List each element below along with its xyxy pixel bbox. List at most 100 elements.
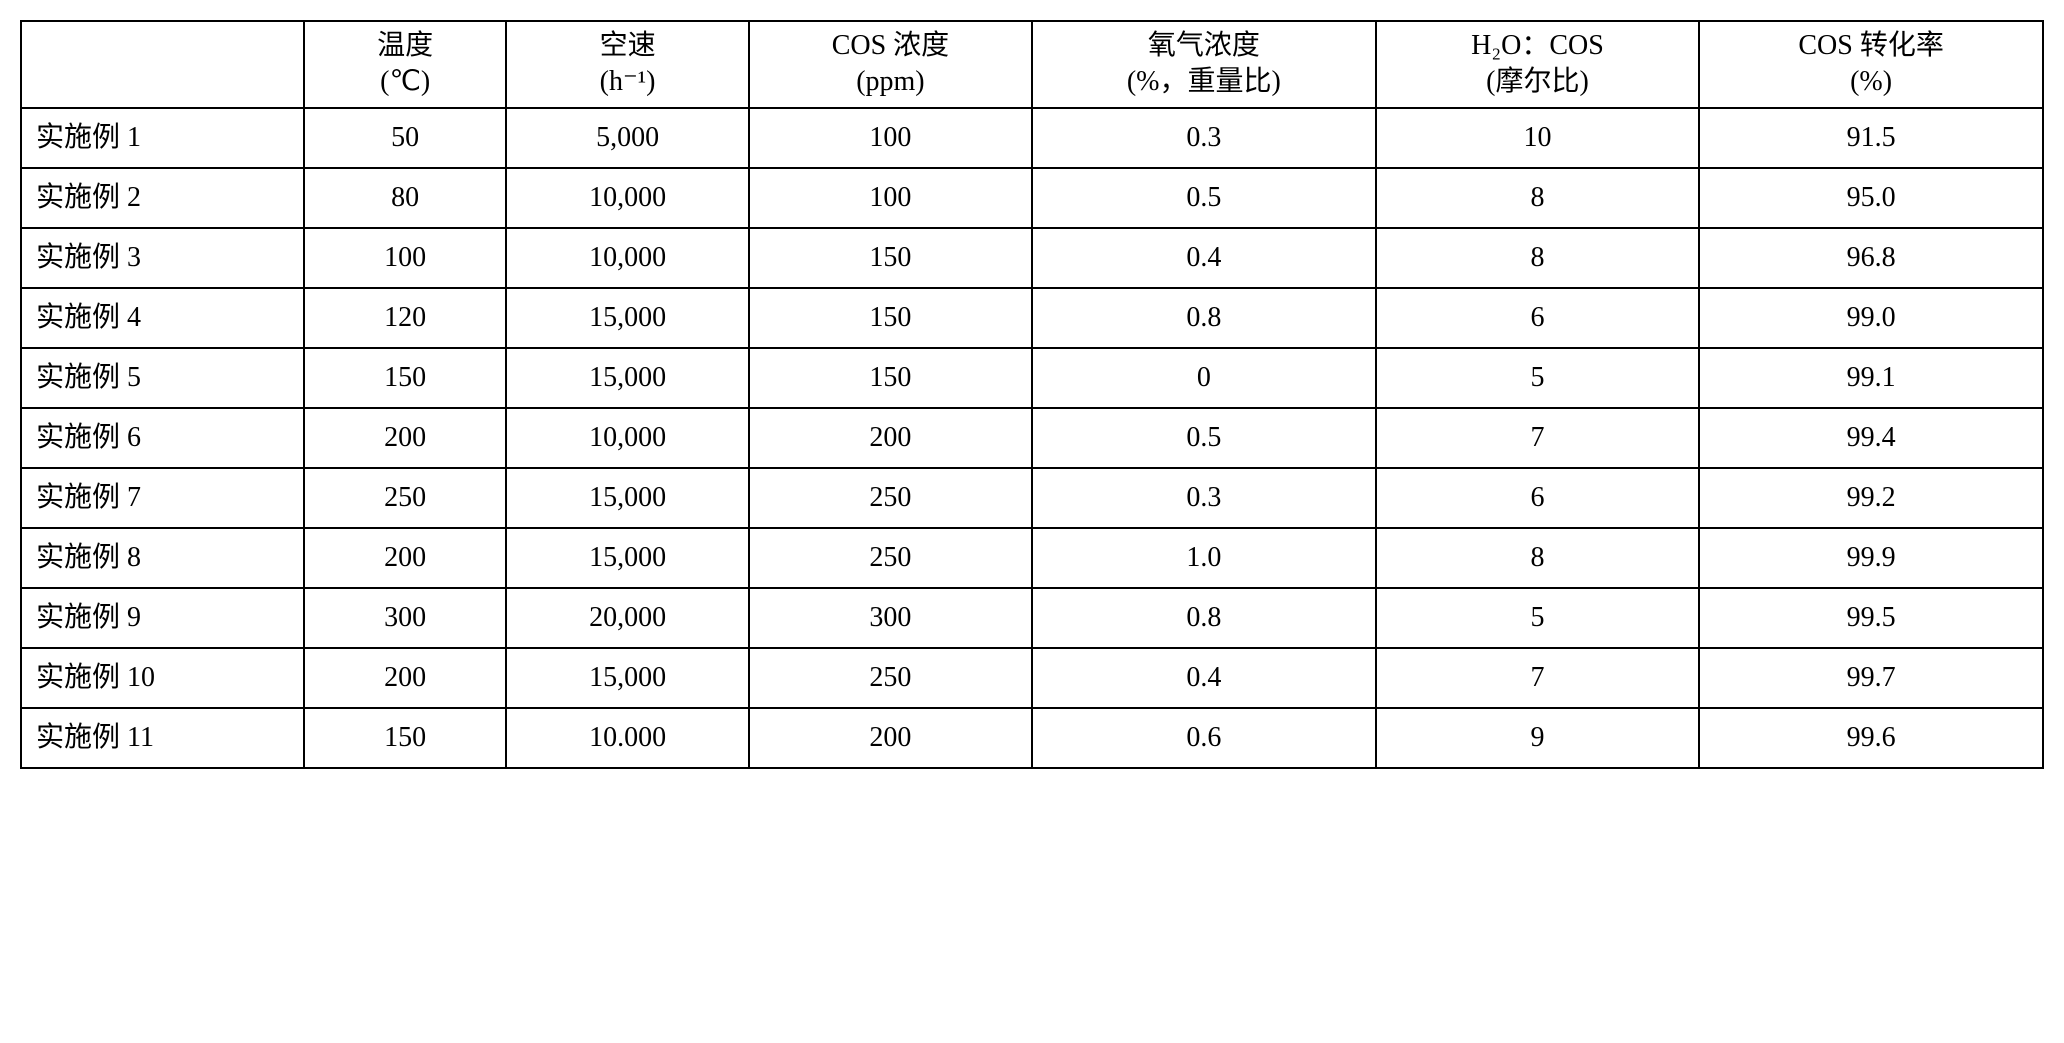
header-cos-conv: COS 转化率 (%) bbox=[1699, 21, 2043, 108]
data-table: 温度 (℃) 空速 (h⁻¹) COS 浓度 (ppm) 氧气浓度 (%，重量比… bbox=[20, 20, 2044, 769]
header-cos-ppm-line1: COS 浓度 bbox=[832, 30, 949, 61]
data-cell: 100 bbox=[304, 228, 506, 288]
table-row: 实施例 1020015,0002500.4799.7 bbox=[21, 648, 2043, 708]
data-cell: 95.0 bbox=[1699, 168, 2043, 228]
row-label-cell: 实施例 9 bbox=[21, 588, 304, 648]
header-cos-conv-line1: COS 转化率 bbox=[1798, 30, 1943, 61]
row-label-cell: 实施例 7 bbox=[21, 468, 304, 528]
data-cell: 250 bbox=[304, 468, 506, 528]
header-h2o-cos: H₂O：COS (摩尔比) bbox=[1376, 21, 1700, 108]
header-row: 温度 (℃) 空速 (h⁻¹) COS 浓度 (ppm) 氧气浓度 (%，重量比… bbox=[21, 21, 2043, 108]
table-row: 实施例 412015,0001500.8699.0 bbox=[21, 288, 2043, 348]
data-cell: 10 bbox=[1376, 108, 1700, 168]
data-cell: 0.4 bbox=[1032, 228, 1376, 288]
data-cell: 150 bbox=[749, 228, 1032, 288]
data-cell: 96.8 bbox=[1699, 228, 2043, 288]
table-row: 实施例 1115010.0002000.6999.6 bbox=[21, 708, 2043, 768]
table-row: 实施例 1505,0001000.31091.5 bbox=[21, 108, 2043, 168]
data-cell: 20,000 bbox=[506, 588, 749, 648]
data-cell: 0.8 bbox=[1032, 588, 1376, 648]
row-label-cell: 实施例 10 bbox=[21, 648, 304, 708]
data-cell: 8 bbox=[1376, 168, 1700, 228]
data-cell: 200 bbox=[304, 648, 506, 708]
data-cell: 15,000 bbox=[506, 528, 749, 588]
data-cell: 6 bbox=[1376, 468, 1700, 528]
header-cos-ppm-line2: (ppm) bbox=[856, 66, 924, 97]
header-o2-line2: (%，重量比) bbox=[1127, 66, 1281, 97]
data-cell: 15,000 bbox=[506, 288, 749, 348]
header-h2o-cos-line2: (摩尔比) bbox=[1486, 66, 1589, 97]
data-cell: 7 bbox=[1376, 648, 1700, 708]
table-row: 实施例 28010,0001000.5895.0 bbox=[21, 168, 2043, 228]
row-label-cell: 实施例 6 bbox=[21, 408, 304, 468]
data-cell: 0.8 bbox=[1032, 288, 1376, 348]
data-cell: 150 bbox=[304, 348, 506, 408]
data-cell: 200 bbox=[749, 408, 1032, 468]
table-body: 实施例 1505,0001000.31091.5实施例 28010,000100… bbox=[21, 108, 2043, 768]
data-cell: 200 bbox=[304, 528, 506, 588]
header-o2-line1: 氧气浓度 bbox=[1148, 30, 1260, 61]
data-cell: 0 bbox=[1032, 348, 1376, 408]
data-cell: 250 bbox=[749, 528, 1032, 588]
row-label-cell: 实施例 8 bbox=[21, 528, 304, 588]
data-cell: 99.0 bbox=[1699, 288, 2043, 348]
data-cell: 120 bbox=[304, 288, 506, 348]
data-cell: 150 bbox=[749, 288, 1032, 348]
table-row: 实施例 930020,0003000.8599.5 bbox=[21, 588, 2043, 648]
header-sv-line1: 空速 bbox=[600, 30, 656, 61]
data-cell: 99.7 bbox=[1699, 648, 2043, 708]
data-cell: 5,000 bbox=[506, 108, 749, 168]
data-cell: 15,000 bbox=[506, 648, 749, 708]
header-temp-line1: 温度 bbox=[377, 30, 433, 61]
data-cell: 10.000 bbox=[506, 708, 749, 768]
data-cell: 200 bbox=[749, 708, 1032, 768]
header-sv: 空速 (h⁻¹) bbox=[506, 21, 749, 108]
data-cell: 10,000 bbox=[506, 228, 749, 288]
data-cell: 0.6 bbox=[1032, 708, 1376, 768]
data-cell: 50 bbox=[304, 108, 506, 168]
header-cos-ppm: COS 浓度 (ppm) bbox=[749, 21, 1032, 108]
data-cell: 1.0 bbox=[1032, 528, 1376, 588]
data-cell: 10,000 bbox=[506, 168, 749, 228]
header-cos-conv-line2: (%) bbox=[1850, 66, 1892, 97]
table-row: 实施例 820015,0002501.0899.9 bbox=[21, 528, 2043, 588]
table-row: 实施例 725015,0002500.3699.2 bbox=[21, 468, 2043, 528]
table-row: 实施例 515015,0001500599.1 bbox=[21, 348, 2043, 408]
data-cell: 5 bbox=[1376, 348, 1700, 408]
table-row: 实施例 310010,0001500.4896.8 bbox=[21, 228, 2043, 288]
data-cell: 10,000 bbox=[506, 408, 749, 468]
data-cell: 6 bbox=[1376, 288, 1700, 348]
data-cell: 300 bbox=[749, 588, 1032, 648]
data-cell: 5 bbox=[1376, 588, 1700, 648]
row-label-cell: 实施例 4 bbox=[21, 288, 304, 348]
data-cell: 0.4 bbox=[1032, 648, 1376, 708]
data-cell: 0.3 bbox=[1032, 468, 1376, 528]
data-cell: 300 bbox=[304, 588, 506, 648]
data-cell: 200 bbox=[304, 408, 506, 468]
data-cell: 250 bbox=[749, 468, 1032, 528]
table-head: 温度 (℃) 空速 (h⁻¹) COS 浓度 (ppm) 氧气浓度 (%，重量比… bbox=[21, 21, 2043, 108]
row-label-cell: 实施例 2 bbox=[21, 168, 304, 228]
row-label-cell: 实施例 3 bbox=[21, 228, 304, 288]
header-o2: 氧气浓度 (%，重量比) bbox=[1032, 21, 1376, 108]
row-label-cell: 实施例 11 bbox=[21, 708, 304, 768]
data-cell: 7 bbox=[1376, 408, 1700, 468]
data-cell: 99.6 bbox=[1699, 708, 2043, 768]
header-label bbox=[21, 21, 304, 108]
row-label-cell: 实施例 5 bbox=[21, 348, 304, 408]
data-cell: 0.3 bbox=[1032, 108, 1376, 168]
data-cell: 100 bbox=[749, 108, 1032, 168]
header-sv-line2: (h⁻¹) bbox=[600, 66, 656, 97]
data-cell: 99.5 bbox=[1699, 588, 2043, 648]
row-label-cell: 实施例 1 bbox=[21, 108, 304, 168]
header-temp-line2: (℃) bbox=[380, 66, 430, 97]
header-h2o-cos-line1: H₂O：COS bbox=[1471, 30, 1604, 61]
data-cell: 250 bbox=[749, 648, 1032, 708]
data-cell: 0.5 bbox=[1032, 408, 1376, 468]
data-cell: 150 bbox=[749, 348, 1032, 408]
data-cell: 80 bbox=[304, 168, 506, 228]
data-cell: 99.1 bbox=[1699, 348, 2043, 408]
data-cell: 91.5 bbox=[1699, 108, 2043, 168]
data-cell: 99.2 bbox=[1699, 468, 2043, 528]
data-cell: 9 bbox=[1376, 708, 1700, 768]
